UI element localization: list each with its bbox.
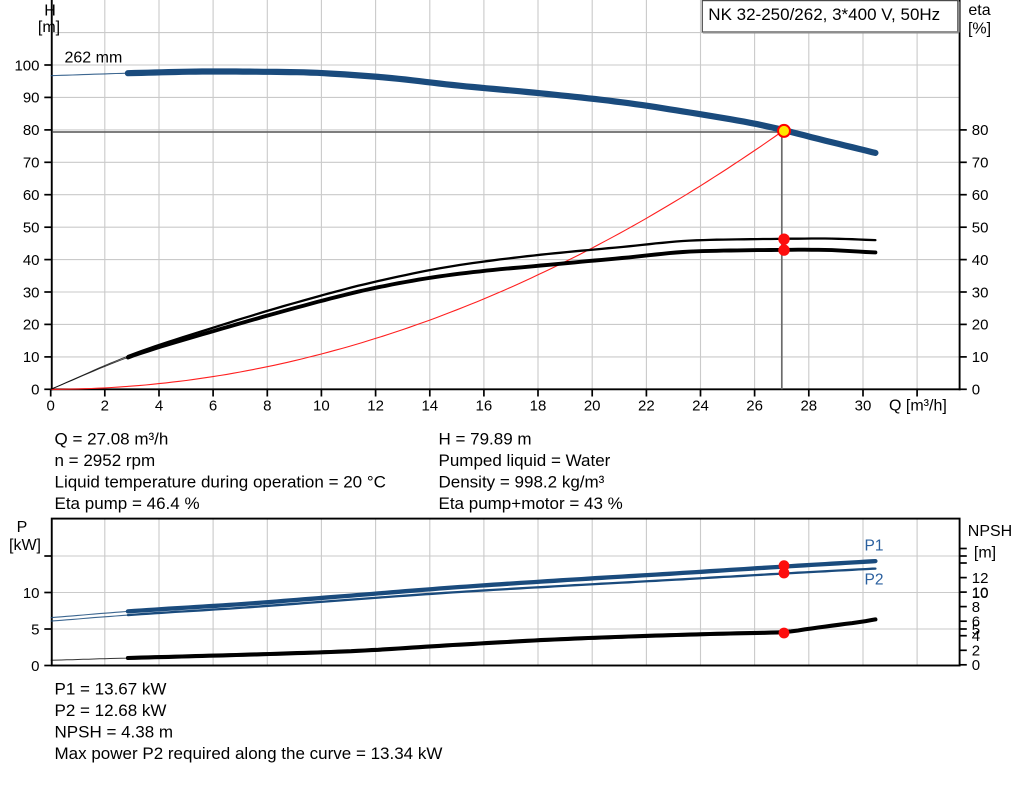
svg-text:[m]: [m]	[974, 545, 996, 562]
svg-text:24: 24	[692, 398, 709, 415]
svg-text:16: 16	[476, 398, 493, 415]
svg-text:5: 5	[972, 621, 980, 638]
svg-text:12: 12	[972, 570, 989, 587]
svg-text:30: 30	[23, 284, 40, 301]
svg-text:0: 0	[972, 382, 980, 399]
svg-text:80: 80	[23, 122, 40, 139]
svg-text:40: 40	[972, 252, 989, 269]
svg-text:H: H	[44, 3, 56, 20]
svg-text:80: 80	[972, 122, 989, 139]
svg-text:0: 0	[47, 398, 55, 415]
svg-text:8: 8	[263, 398, 271, 415]
svg-text:Max power P2 required along th: Max power P2 required along the curve = …	[55, 744, 443, 763]
svg-text:6: 6	[209, 398, 217, 415]
svg-text:Q [m³/h]: Q [m³/h]	[889, 398, 947, 415]
svg-text:18: 18	[530, 398, 547, 415]
svg-text:50: 50	[23, 220, 40, 237]
svg-text:Liquid temperature during oper: Liquid temperature during operation = 20…	[55, 472, 386, 491]
svg-text:[%]: [%]	[968, 21, 991, 38]
svg-text:10: 10	[972, 585, 989, 602]
svg-text:70: 70	[23, 155, 40, 172]
svg-text:12: 12	[367, 398, 384, 415]
svg-text:H = 79.89 m: H = 79.89 m	[439, 430, 532, 449]
svg-text:[kW]: [kW]	[9, 537, 41, 554]
svg-text:5: 5	[31, 621, 39, 638]
svg-text:22: 22	[638, 398, 655, 415]
svg-text:4: 4	[972, 628, 980, 645]
svg-text:262 mm: 262 mm	[65, 50, 123, 67]
svg-text:[m]: [m]	[38, 19, 60, 36]
svg-text:NK 32-250/262, 3*400 V, 50Hz: NK 32-250/262, 3*400 V, 50Hz	[708, 5, 940, 24]
svg-text:90: 90	[23, 90, 40, 107]
svg-text:6: 6	[972, 614, 980, 631]
svg-text:P1 = 13.67 kW: P1 = 13.67 kW	[55, 680, 167, 699]
svg-text:P: P	[17, 519, 28, 536]
svg-text:2: 2	[972, 643, 980, 660]
svg-text:10: 10	[23, 585, 40, 602]
svg-text:0: 0	[31, 382, 39, 399]
svg-text:NPSH: NPSH	[968, 523, 1012, 540]
svg-text:14: 14	[421, 398, 438, 415]
svg-text:10: 10	[972, 584, 989, 601]
svg-text:60: 60	[23, 187, 40, 204]
svg-text:28: 28	[800, 398, 817, 415]
svg-text:Eta pump = 46.4 %: Eta pump = 46.4 %	[55, 494, 200, 513]
svg-text:Density = 998.2 kg/m³: Density = 998.2 kg/m³	[439, 472, 605, 491]
svg-text:50: 50	[972, 220, 989, 237]
svg-text:Pumped liquid = Water: Pumped liquid = Water	[439, 451, 611, 470]
svg-text:4: 4	[155, 398, 163, 415]
svg-text:10: 10	[23, 349, 40, 366]
svg-text:30: 30	[972, 284, 989, 301]
svg-text:26: 26	[746, 398, 763, 415]
svg-text:NPSH = 4.38 m: NPSH = 4.38 m	[55, 722, 174, 741]
svg-text:P2: P2	[865, 572, 884, 589]
svg-text:0: 0	[31, 658, 39, 675]
svg-text:60: 60	[972, 187, 989, 204]
svg-text:Eta pump+motor = 43 %: Eta pump+motor = 43 %	[439, 494, 623, 513]
svg-text:10: 10	[972, 349, 989, 366]
svg-text:20: 20	[584, 398, 601, 415]
svg-text:40: 40	[23, 252, 40, 269]
svg-text:n = 2952 rpm: n = 2952 rpm	[55, 451, 156, 470]
svg-text:2: 2	[101, 398, 109, 415]
svg-text:0: 0	[972, 657, 980, 674]
svg-text:P1: P1	[865, 538, 884, 555]
svg-text:eta: eta	[968, 2, 990, 19]
svg-text:30: 30	[855, 398, 872, 415]
svg-text:8: 8	[972, 599, 980, 616]
svg-text:10: 10	[313, 398, 330, 415]
svg-text:20: 20	[972, 317, 989, 334]
svg-text:Q = 27.08 m³/h: Q = 27.08 m³/h	[55, 430, 169, 449]
svg-text:P2 = 12.68 kW: P2 = 12.68 kW	[55, 701, 167, 720]
svg-text:100: 100	[14, 57, 39, 74]
svg-text:70: 70	[972, 155, 989, 172]
svg-text:20: 20	[23, 317, 40, 334]
